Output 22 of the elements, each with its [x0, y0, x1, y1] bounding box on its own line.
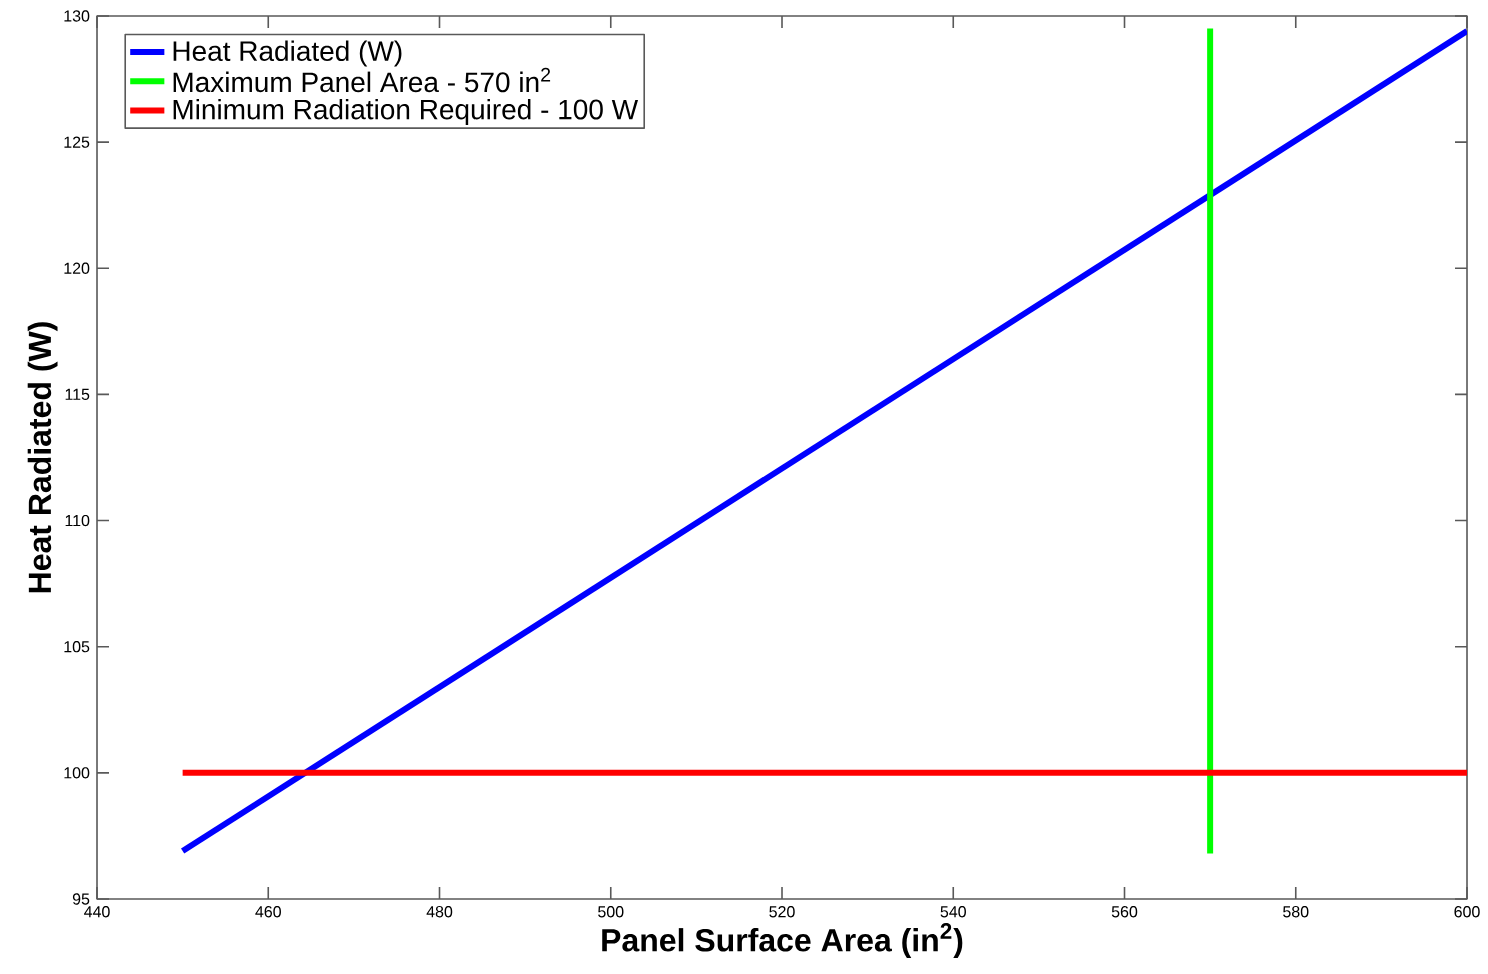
y-tick-label: 100 [64, 767, 90, 779]
x-tick-label: 580 [1283, 906, 1309, 918]
y-tick-label: 115 [65, 388, 90, 400]
x-tick-label: 540 [940, 906, 966, 918]
x-tick-label: 600 [1454, 906, 1480, 918]
x-axis-title: Panel Surface Area (in$^{2}$) [602, 923, 963, 958]
y-tick-label: 120 [64, 262, 90, 274]
x-tick-label: 460 [255, 906, 281, 918]
x-tick-label: 520 [769, 906, 795, 918]
x-tick-label: 440 [84, 906, 110, 918]
y-tick-label: 95 [72, 893, 90, 905]
x-tick-label: 560 [1111, 906, 1138, 918]
y-tick-label: 125 [64, 136, 90, 148]
y-tick-label: 110 [65, 514, 90, 527]
y-axis-title: Heat Radiated (W) [27, 322, 58, 593]
legend-label: Heat Radiated (W) [173, 40, 402, 67]
x-tick-label: 500 [598, 906, 624, 918]
x-tick-label: 480 [426, 906, 453, 918]
legend-label: Minimum Radiation Required - 100 W [173, 98, 639, 125]
legend-label: Maximum Panel Area - 570 in$^{2}$ [173, 67, 551, 93]
y-tick-label: 130 [64, 10, 90, 22]
y-tick-label: 105 [64, 641, 90, 653]
